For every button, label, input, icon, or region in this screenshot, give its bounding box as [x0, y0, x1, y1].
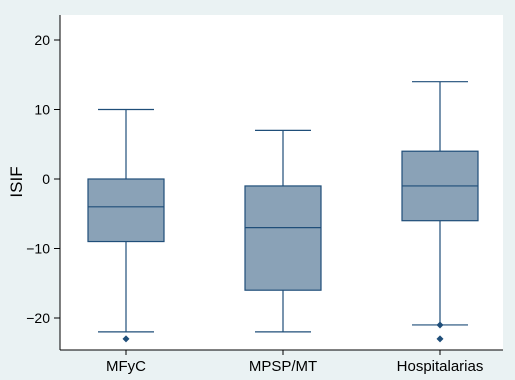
outlier-point — [122, 335, 130, 343]
box-iqr — [244, 185, 322, 291]
y-tick-label: 0 — [42, 171, 50, 187]
x-axis-tick-labels: MFyC MPSP/MT Hospitalarias — [106, 350, 483, 375]
y-tick-label: −20 — [26, 310, 50, 326]
outlier-point — [436, 321, 444, 329]
y-axis-label: ISIF — [7, 166, 26, 197]
y-axis-ticks: 20 10 0 −10 −20 — [26, 32, 60, 326]
box-iqr — [87, 178, 165, 243]
x-tick-label: MPSP/MT — [249, 358, 317, 375]
x-tick-label: Hospitalarias — [397, 358, 484, 375]
boxes-group — [87, 81, 479, 343]
outlier-point — [436, 335, 444, 343]
x-tick-label: MFyC — [106, 358, 146, 375]
y-tick-label: 20 — [34, 32, 50, 48]
y-tick-label: 10 — [34, 102, 50, 118]
y-tick-label: −10 — [26, 241, 50, 257]
